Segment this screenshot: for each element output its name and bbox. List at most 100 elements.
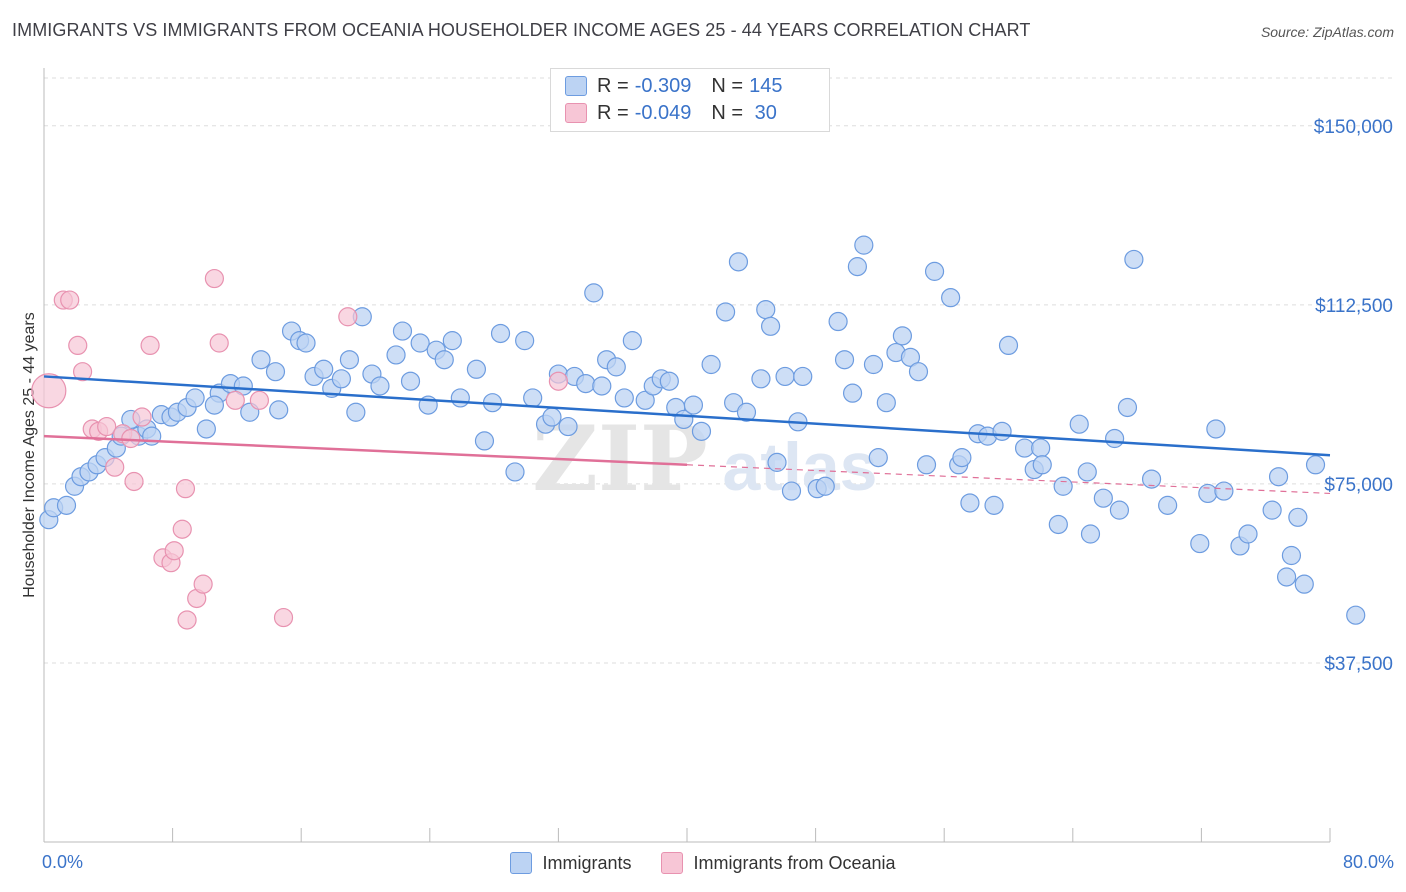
legend-swatch-blue bbox=[565, 76, 587, 96]
immigrants-point bbox=[269, 400, 289, 420]
immigrants-point bbox=[400, 371, 421, 391]
immigrants-point bbox=[614, 388, 634, 408]
immigrants-point bbox=[863, 354, 884, 375]
immigrants-point bbox=[728, 252, 749, 272]
oceania-point bbox=[60, 290, 80, 310]
immigrants-point bbox=[736, 402, 757, 422]
legend-item-immigrants[interactable]: Immigrants bbox=[510, 852, 631, 874]
immigrants-point bbox=[683, 395, 704, 415]
oceania-point bbox=[193, 574, 213, 594]
legend-item-oceania[interactable]: Immigrants from Oceania bbox=[661, 852, 896, 874]
immigrants-point bbox=[1262, 500, 1282, 520]
oceania-point bbox=[225, 390, 245, 410]
immigrants-point bbox=[314, 359, 334, 379]
legend-swatch-pink bbox=[565, 103, 587, 123]
immigrants-point bbox=[900, 347, 921, 367]
immigrants-point bbox=[1276, 567, 1297, 587]
immigrants-point bbox=[1141, 469, 1162, 489]
legend-row-oceania: R = -0.049 N = 30 bbox=[565, 101, 777, 125]
immigrants-point bbox=[523, 388, 543, 408]
oceania-trend-extension bbox=[686, 464, 1331, 495]
immigrants-point bbox=[515, 331, 535, 351]
immigrants-point bbox=[1048, 514, 1068, 535]
y-tick-label: $37,500 bbox=[1324, 654, 1393, 675]
oceania-trend-line bbox=[43, 434, 688, 467]
immigrants-point bbox=[715, 302, 736, 322]
immigrants-point bbox=[386, 345, 406, 365]
immigrants-point bbox=[1104, 428, 1125, 449]
immigrants-point bbox=[542, 407, 562, 427]
immigrants-point bbox=[265, 362, 286, 382]
immigrants-point bbox=[1346, 605, 1366, 625]
oceania-point bbox=[105, 457, 125, 477]
legend-r-label: R = bbox=[597, 101, 629, 124]
oceania-point bbox=[140, 335, 160, 355]
immigrants-point bbox=[828, 311, 848, 332]
oceania-point bbox=[124, 471, 144, 492]
immigrants-point bbox=[185, 388, 205, 408]
immigrants-point bbox=[701, 354, 721, 375]
legend-r-value: -0.049 bbox=[634, 101, 692, 124]
immigrants-point bbox=[1190, 533, 1210, 554]
immigrants-point bbox=[984, 495, 1004, 515]
x-tick-label-min: 0.0% bbox=[42, 852, 84, 872]
oceania-point bbox=[172, 519, 192, 539]
immigrants-point bbox=[450, 388, 470, 408]
immigrants-point bbox=[815, 476, 835, 496]
oceania-point bbox=[97, 416, 117, 437]
legend-r-value: -0.309 bbox=[634, 74, 692, 97]
immigrants-point bbox=[505, 462, 525, 482]
x-tick-label-max: 80.0% bbox=[1342, 852, 1394, 872]
oceania-point bbox=[164, 541, 184, 561]
immigrants-point bbox=[1117, 397, 1138, 418]
immigrants-point bbox=[1053, 476, 1073, 496]
immigrants-point bbox=[1014, 438, 1035, 458]
immigrants-point bbox=[442, 331, 462, 351]
oceania-point bbox=[249, 390, 270, 410]
immigrants-point bbox=[331, 369, 351, 389]
immigrants-point bbox=[346, 402, 366, 422]
oceania-point bbox=[209, 333, 229, 353]
legend-n-value: 145 bbox=[749, 74, 783, 97]
immigrants-point bbox=[233, 376, 253, 396]
immigrants-point bbox=[992, 421, 1012, 441]
immigrants-point bbox=[691, 421, 712, 441]
immigrants-point bbox=[339, 350, 360, 370]
immigrants-point bbox=[998, 335, 1019, 355]
oceania-point bbox=[31, 373, 67, 409]
immigrants-point bbox=[635, 390, 655, 410]
immigrants-point bbox=[592, 376, 612, 396]
legend-n-label: N = bbox=[711, 101, 744, 124]
legend-label-oceania: Immigrants from Oceania bbox=[693, 852, 896, 873]
series-legend: Immigrants Immigrants from Oceania bbox=[0, 852, 1406, 874]
immigrants-point bbox=[606, 357, 626, 377]
immigrants-point bbox=[1031, 438, 1051, 458]
immigrants-point bbox=[842, 383, 863, 403]
oceania-point bbox=[72, 362, 93, 382]
oceania-point bbox=[177, 610, 197, 630]
legend-row-immigrants: R = -0.309 N = 145 bbox=[565, 74, 782, 98]
immigrants-point bbox=[781, 481, 802, 501]
legend-swatch-oceania bbox=[661, 852, 684, 874]
immigrants-point bbox=[793, 366, 813, 387]
immigrants-point bbox=[1080, 524, 1101, 544]
immigrants-point bbox=[196, 419, 216, 439]
immigrants-point bbox=[1206, 419, 1226, 439]
immigrants-point bbox=[924, 261, 945, 281]
immigrants-point bbox=[868, 448, 888, 468]
immigrants-point bbox=[251, 350, 271, 370]
oceania-point bbox=[338, 307, 358, 327]
chart-source: Source: ZipAtlas.com bbox=[1260, 24, 1394, 40]
immigrants-point bbox=[1288, 507, 1308, 527]
immigrants-point bbox=[916, 455, 937, 475]
immigrants-point bbox=[1069, 414, 1089, 434]
immigrants-point bbox=[1238, 524, 1258, 544]
immigrants-point bbox=[724, 393, 744, 413]
oceania-point bbox=[175, 479, 196, 499]
immigrants-point bbox=[410, 333, 430, 353]
y-tick-label: $112,500 bbox=[1315, 296, 1393, 317]
immigrants-point bbox=[392, 321, 413, 341]
immigrants-point bbox=[1158, 495, 1178, 515]
immigrants-point bbox=[1281, 545, 1302, 566]
